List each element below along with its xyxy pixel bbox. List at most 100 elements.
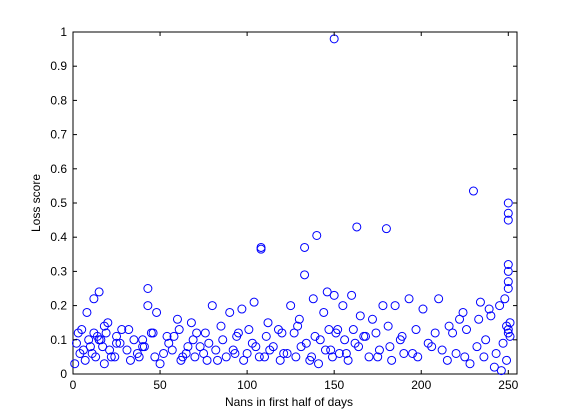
data-point <box>451 348 461 358</box>
data-point <box>291 352 301 362</box>
data-point <box>150 352 160 362</box>
data-point <box>413 352 423 362</box>
y-tick-label: 0 <box>60 367 67 381</box>
data-point <box>434 294 444 304</box>
data-point <box>167 345 177 355</box>
data-point <box>430 328 440 338</box>
data-point <box>322 287 332 297</box>
data-point <box>399 348 409 358</box>
data-point <box>275 355 285 365</box>
data-point <box>221 352 231 362</box>
data-point <box>105 345 115 355</box>
data-point <box>112 338 122 348</box>
data-point <box>181 348 191 358</box>
data-point <box>503 284 513 293</box>
data-point <box>500 294 510 304</box>
data-point <box>216 321 226 331</box>
data-point <box>460 352 470 362</box>
data-point <box>129 335 139 345</box>
data-point <box>491 348 501 358</box>
data-point <box>239 355 249 365</box>
x-axis-label: Nans in first half of days <box>225 395 353 409</box>
data-point <box>308 294 318 304</box>
data-point <box>84 335 94 345</box>
data-point <box>324 325 334 335</box>
data-point <box>230 348 240 358</box>
data-point <box>373 352 383 362</box>
y-tick-label: 0.6 <box>50 162 67 176</box>
data-point <box>265 345 275 355</box>
data-point <box>155 359 165 369</box>
data-point <box>465 359 475 369</box>
data-point <box>341 348 351 358</box>
data-point <box>277 328 287 338</box>
data-point <box>458 307 468 317</box>
data-point <box>101 328 111 338</box>
data-point <box>475 297 485 307</box>
data-point <box>110 352 120 362</box>
data-point <box>162 331 172 341</box>
y-tick-label: 1 <box>60 25 67 39</box>
data-point <box>481 335 491 345</box>
data-point <box>188 335 198 345</box>
data-point <box>343 355 353 365</box>
data-point <box>437 345 447 355</box>
data-point <box>383 321 393 331</box>
data-point <box>381 224 391 234</box>
data-point <box>159 348 169 358</box>
data-point <box>326 345 336 355</box>
data-point <box>138 335 148 345</box>
data-point <box>503 325 513 335</box>
data-point <box>404 294 414 304</box>
data-point <box>125 355 135 365</box>
data-point <box>352 222 362 232</box>
data-point <box>89 294 99 304</box>
data-point <box>70 359 80 369</box>
data-point <box>329 290 339 300</box>
data-points <box>70 34 515 376</box>
data-point <box>207 301 217 311</box>
data-point <box>338 301 348 311</box>
data-point <box>71 338 81 348</box>
data-point <box>251 342 261 352</box>
data-point <box>213 355 223 365</box>
data-point <box>378 301 388 311</box>
data-point <box>348 325 358 335</box>
data-point <box>319 307 329 317</box>
data-point <box>354 342 364 352</box>
data-point <box>502 355 512 365</box>
data-point <box>489 362 499 372</box>
data-point <box>474 314 484 324</box>
data-point <box>484 304 494 314</box>
data-point <box>260 352 270 362</box>
y-tick-label: 0.3 <box>50 264 67 278</box>
data-point <box>503 215 513 225</box>
data-point <box>195 342 205 352</box>
data-point <box>85 342 95 352</box>
data-point <box>314 359 324 369</box>
data-point <box>91 352 101 362</box>
data-point <box>503 208 513 218</box>
data-point <box>256 244 266 254</box>
data-point <box>143 284 153 293</box>
data-point <box>218 335 228 345</box>
y-tick-label: 0.7 <box>50 128 67 142</box>
data-point <box>300 242 310 252</box>
data-point <box>503 198 513 208</box>
data-point <box>503 266 513 276</box>
data-point <box>99 321 109 331</box>
data-point <box>334 348 344 358</box>
data-point <box>472 342 482 352</box>
data-point <box>94 287 104 297</box>
y-axis-ticks: 0 0.1 0.2 0.3 0.4 0.5 0.6 0.7 0.8 0.9 1 <box>50 25 517 381</box>
data-point <box>132 348 142 358</box>
data-point <box>99 359 109 369</box>
plot-area <box>72 31 518 375</box>
data-point <box>122 345 132 355</box>
x-tick-label: 100 <box>237 378 257 392</box>
data-point <box>385 342 395 352</box>
data-point <box>73 328 83 338</box>
data-point <box>148 328 158 338</box>
data-point <box>371 328 381 338</box>
